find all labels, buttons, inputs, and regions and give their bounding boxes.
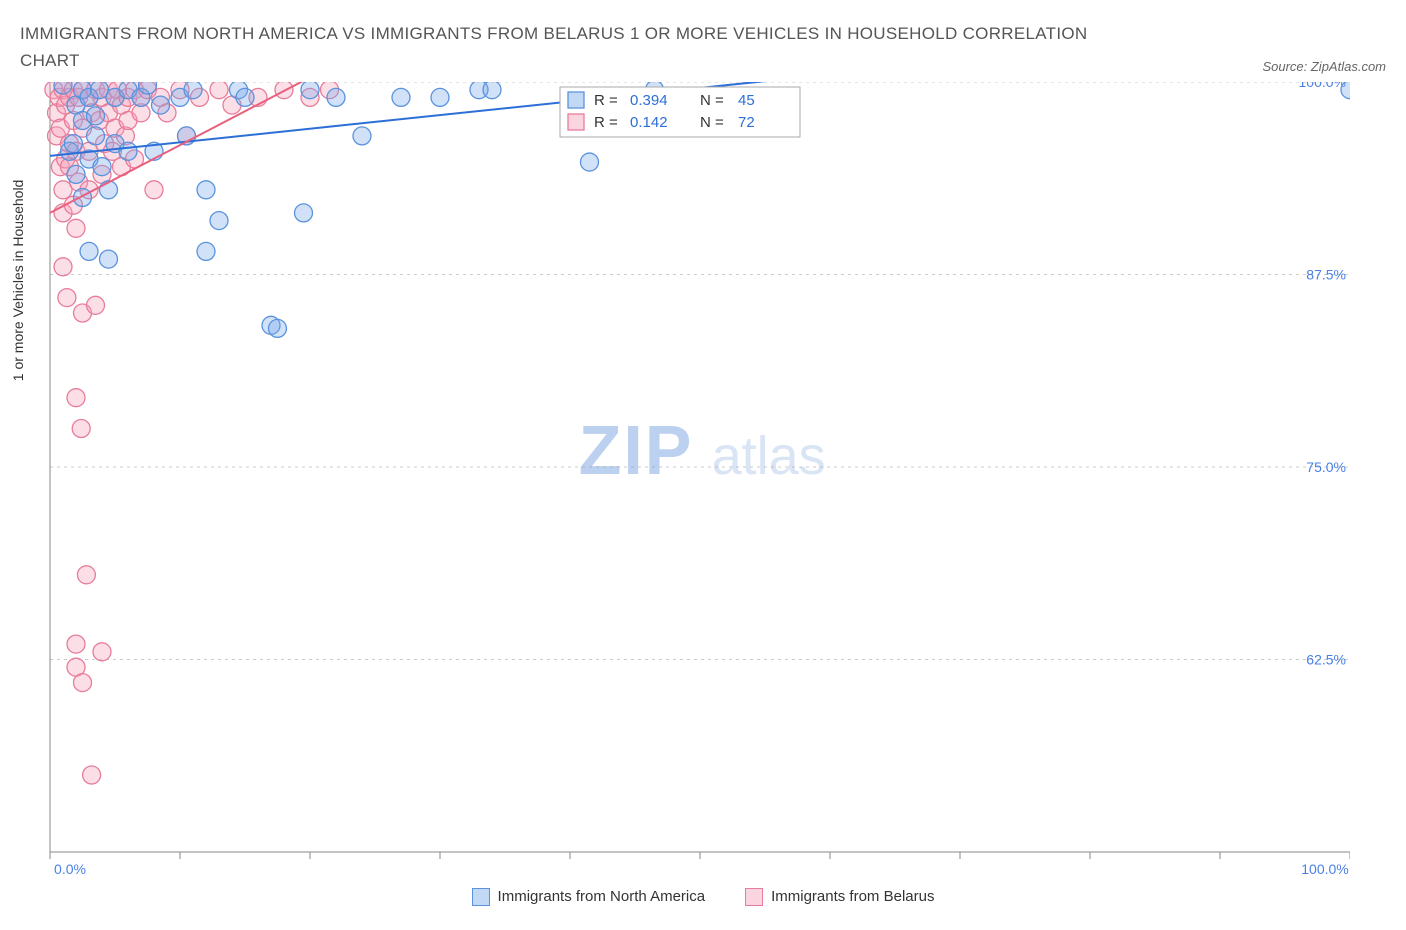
legend-item-belarus: Immigrants from Belarus	[745, 888, 934, 906]
svg-text:0.142: 0.142	[630, 114, 668, 131]
legend-item-north-america: Immigrants from North America	[472, 888, 706, 906]
svg-text:R =: R =	[594, 92, 618, 109]
y-axis-label: 1 or more Vehicles in Household	[10, 180, 26, 382]
legend-label: Immigrants from Belarus	[771, 888, 934, 905]
svg-text:0.0%: 0.0%	[54, 861, 86, 877]
chart-title: IMMIGRANTS FROM NORTH AMERICA VS IMMIGRA…	[20, 20, 1120, 74]
bottom-legend: Immigrants from North America Immigrants…	[20, 888, 1386, 906]
svg-text:0.394: 0.394	[630, 92, 668, 109]
svg-text:atlas: atlas	[712, 426, 826, 486]
svg-text:87.5%: 87.5%	[1306, 267, 1346, 283]
svg-text:N =: N =	[700, 114, 724, 131]
svg-text:45: 45	[738, 92, 755, 109]
svg-text:62.5%: 62.5%	[1306, 652, 1346, 668]
svg-text:75.0%: 75.0%	[1306, 459, 1346, 475]
legend-label: Immigrants from North America	[498, 888, 706, 905]
scatter-chart: ZIP atlas 62.5% 75.0% 87.5% 100.0% 0.0% 100.0% R…	[20, 82, 1350, 882]
chart-container: 1 or more Vehicles in Household ZIPatlas…	[20, 82, 1386, 882]
svg-text:N =: N =	[700, 92, 724, 109]
source-label: Source: ZipAtlas.com	[1262, 59, 1386, 74]
svg-text:100.0%: 100.0%	[1301, 861, 1348, 877]
svg-text:100.0%: 100.0%	[1299, 82, 1346, 90]
svg-text:ZIP: ZIP	[579, 411, 694, 489]
svg-text:R =: R =	[594, 114, 618, 131]
svg-text:72: 72	[738, 114, 755, 131]
